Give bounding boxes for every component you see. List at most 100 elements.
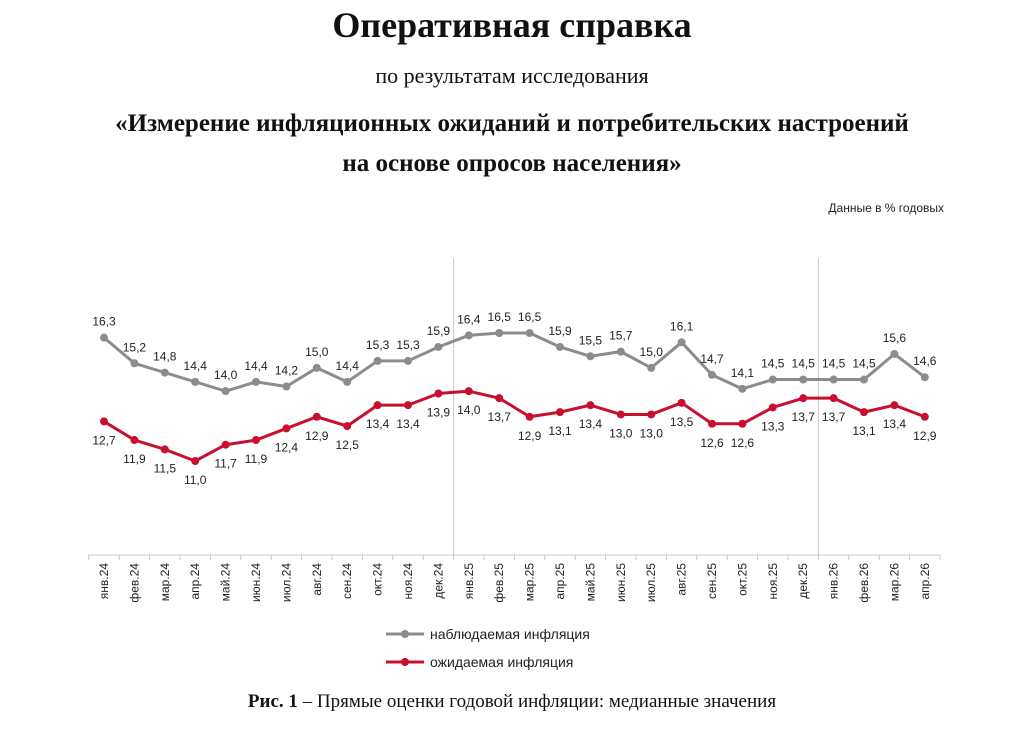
data-point [100,417,108,426]
figure-caption: Рис. 1 – Прямые оценки годовой инфляции:… [0,691,1024,713]
data-point [677,398,686,407]
x-tick-label: май.25 [583,563,597,602]
data-point [768,403,777,412]
data-point [890,401,899,410]
data-label: 11,7 [214,457,237,471]
data-label: 14,1 [731,366,755,380]
x-tick-label: окт.25 [735,563,749,596]
data-point [860,408,868,417]
series-line-0 [103,331,926,393]
data-label: 15,5 [579,333,603,347]
data-point [738,384,747,393]
data-label: 15,3 [366,338,390,352]
data-label: 12,5 [336,438,360,452]
data-point [130,436,139,445]
x-tick-label: май.24 [219,563,233,602]
data-label: 14,4 [244,359,268,373]
x-tick-label: сен.24 [340,563,354,599]
data-label: 12,7 [92,433,116,447]
data-label: 11,9 [123,452,146,466]
series-line-1 [103,389,926,463]
x-tick-label: авг.24 [310,563,324,596]
data-point [495,394,504,403]
data-label: 14,7 [700,352,724,366]
data-point [708,419,716,428]
data-label: 13,4 [883,417,907,431]
x-tick-label: ноя.25 [766,563,780,600]
data-label: 13,1 [852,424,876,438]
caption-lead: Рис. 1 [247,691,298,712]
data-label: 15,6 [883,331,907,345]
data-point [647,363,656,372]
data-label: 14,2 [275,364,299,378]
data-point [647,410,656,419]
data-label: 12,9 [913,429,937,443]
data-point [464,387,473,396]
data-point [252,377,260,386]
data-label: 13,1 [548,424,572,438]
data-label: 14,4 [184,359,208,373]
data-label: 12,9 [305,429,329,443]
data-label: 13,9 [427,406,451,420]
x-tick-label: мар.26 [887,563,901,602]
x-tick-label: июл.25 [644,563,658,602]
data-point [860,375,868,384]
legend-label-1: ожидаемая инфляция [430,654,573,670]
data-label: 15,9 [548,324,572,338]
x-tick-label: мар.25 [523,563,537,602]
data-point [191,377,200,386]
data-point [160,368,169,377]
data-point [616,410,625,419]
data-label: 11,5 [154,461,177,475]
x-tick-label: июн.25 [614,563,628,602]
data-label: 15,9 [427,324,451,338]
data-point [525,329,534,337]
legend-label-0: наблюдаемая инфляция [430,626,590,642]
units-note: Данные в % годовых [828,201,944,215]
data-label: 15,7 [609,329,633,343]
data-point [799,394,808,403]
data-point [160,445,169,454]
data-point [677,338,686,347]
data-point [556,342,564,351]
data-label: 13,5 [670,415,694,429]
data-label: 14,0 [214,368,238,382]
data-label: 14,8 [153,350,177,364]
data-label: 13,7 [488,410,512,424]
data-label: 16,5 [488,310,512,324]
data-label: 14,5 [852,357,876,371]
data-label: 16,5 [518,310,542,324]
data-point [282,424,291,433]
data-label: 13,7 [822,410,846,424]
x-tick-label: фев.26 [857,563,871,603]
data-point [768,375,777,384]
data-label: 13,4 [579,417,603,431]
data-point [130,359,139,368]
data-point [829,394,838,403]
data-point [586,352,595,361]
topic-line-1: «Измерение инфляционных ожиданий и потре… [115,110,909,137]
data-point [191,457,200,465]
data-label: 13,7 [792,410,816,424]
data-point [373,356,382,365]
data-point [525,412,534,421]
x-tick-label: июл.24 [279,563,293,602]
x-tick-label: сен.25 [705,563,719,599]
data-label: 14,5 [792,357,816,371]
x-tick-label: ноя.24 [401,563,415,600]
data-label: 12,6 [731,436,755,450]
data-point [708,370,716,379]
data-point [312,412,321,421]
data-point [404,401,412,410]
data-label: 12,4 [275,440,299,454]
data-point [343,422,352,431]
x-tick-label: июн.24 [249,563,263,602]
data-point [920,373,929,382]
data-point [312,363,321,372]
data-label: 13,4 [366,417,390,431]
data-label: 12,9 [518,429,542,443]
x-tick-label: апр.24 [188,563,202,600]
data-label: 12,6 [700,436,724,450]
data-label: 15,2 [123,340,147,354]
